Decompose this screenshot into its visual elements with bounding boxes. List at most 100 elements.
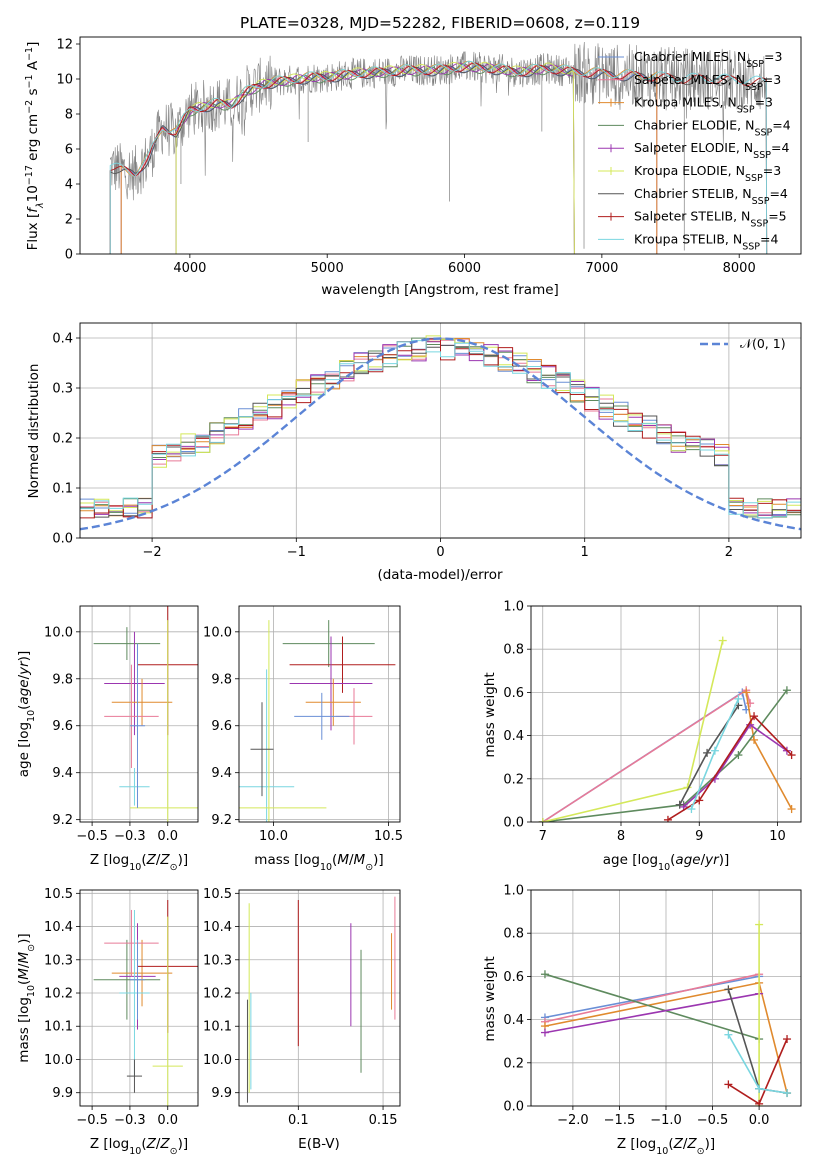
legend-label: Salpeter STELIB, NSSP=5 — [634, 209, 787, 230]
y-tick-label: 2 — [65, 213, 73, 228]
weight-series-7 — [667, 714, 793, 821]
x-tick-label: −0.5 — [76, 829, 108, 844]
spectrum-ylabel: Flux [fλ10−17 erg cm−2 s−1 A−1] — [24, 42, 46, 251]
y-tick-label: 0.4 — [503, 1013, 524, 1028]
y-tick-label: 10.2 — [203, 987, 232, 1002]
mass-age-xlabel: mass [log10(M/M⊙)] — [254, 852, 383, 873]
gaussian-curve — [80, 337, 801, 531]
y-tick-label: 9.9 — [52, 1086, 73, 1101]
axes-frame — [530, 889, 802, 1107]
y-tick-label: 0.2 — [503, 1056, 524, 1071]
y-tick-label: 10.3 — [203, 953, 232, 968]
Z-age-ylabel: age [log10(age/yr)] — [16, 651, 37, 777]
model-series-6 — [109, 64, 768, 254]
residuals-axes: −2 −1 0 1 2 0.0 0.1 0.2 0.3 0.4 — [52, 322, 802, 560]
y-tick-label: 10 — [56, 73, 73, 88]
x-tick-label: 8000 — [723, 261, 756, 276]
Z-mass-xlabel: Z [log10(Z/Z⊙)] — [90, 1136, 188, 1157]
weight-series-4 — [544, 992, 760, 1034]
x-tick-label: 9 — [695, 829, 703, 844]
Z-age-plot — [93, 606, 198, 822]
model-series-7 — [109, 62, 768, 254]
x-tick-label: 7 — [539, 829, 547, 844]
y-tick-label: 4 — [65, 178, 73, 193]
Z-age-xlabel: Z [log10(Z/Z⊙)] — [90, 852, 188, 873]
y-tick-label: 0.6 — [503, 686, 524, 701]
x-tick-label: −2.0 — [557, 1113, 589, 1128]
y-tick-label: 10.1 — [44, 1020, 73, 1035]
y-tick-label: 0.4 — [503, 729, 524, 744]
model-series-8 — [109, 60, 768, 254]
Z-weight-axes: −2.0 −1.5 −1.0 −0.5 0.0 0.0 0.2 0.4 0.6 0.8 1.0 — [503, 884, 802, 1128]
y-tick-label: 9.8 — [211, 672, 232, 687]
y-tick-label: 10.1 — [203, 1020, 232, 1035]
axes-frame — [79, 889, 199, 1107]
hist-series-8 — [80, 340, 801, 519]
y-tick-label: 0.1 — [52, 482, 73, 497]
x-tick-label: 0.0 — [749, 1113, 770, 1128]
weight-series-0 — [544, 975, 760, 1019]
weight-series-3 — [542, 689, 788, 822]
x-tick-label: 6000 — [448, 261, 481, 276]
y-tick-label: 9.9 — [211, 1086, 232, 1101]
y-tick-label: 0 — [65, 248, 73, 263]
x-tick-label: −0.3 — [114, 1113, 146, 1128]
y-tick-label: 9.4 — [211, 766, 232, 781]
y-tick-label: 9.2 — [52, 813, 73, 828]
age-weight-xlabel: age [log10(age/yr)] — [603, 852, 729, 873]
EBV-mass-axes: 0.1 0.15 9.9 10.0 10.1 10.2 10.3 10.4 10.5 — [203, 887, 401, 1128]
Z-mass-axes: −0.5 −0.3 0.0 9.9 10.0 10.1 10.2 10.3 10.4 10.5 — [44, 887, 199, 1128]
y-tick-label: 10.0 — [203, 1053, 232, 1068]
y-tick-label: 9.6 — [211, 719, 232, 734]
model-series-5 — [175, 61, 575, 254]
x-tick-label: 10.5 — [374, 829, 403, 844]
mass-age-axes: 10.0 10.5 9.2 9.4 9.6 9.8 10.0 — [203, 605, 403, 844]
axes-frame — [79, 322, 802, 539]
y-tick-label: 0.0 — [503, 1100, 524, 1115]
legend-label: Kroupa STELIB, NSSP=4 — [634, 231, 778, 252]
legend-label: Chabrier ELODIE, NSSP=4 — [634, 117, 791, 138]
x-tick-label: 0.0 — [157, 829, 178, 844]
age-weight-plot — [538, 636, 796, 822]
y-tick-label: 0.8 — [503, 643, 524, 658]
x-tick-label: 5000 — [311, 261, 344, 276]
legend-label: Salpeter ELODIE, NSSP=4 — [634, 140, 789, 161]
model-series-4 — [175, 62, 575, 254]
x-tick-label: 0 — [436, 545, 444, 560]
y-tick-label: 1.0 — [503, 884, 524, 899]
legend-label: 𝒩(0, 1) — [740, 336, 786, 351]
axes-frame — [79, 605, 199, 823]
x-tick-label: 0.0 — [157, 1113, 178, 1128]
legend-label: Salpeter MILES, NSSP=3 — [634, 72, 781, 93]
Z-mass-ylabel: mass [log10(M/M⊙)] — [16, 933, 37, 1062]
x-tick-label: −1.5 — [604, 1113, 636, 1128]
x-tick-label: −0.5 — [697, 1113, 729, 1128]
y-tick-label: 0.2 — [503, 772, 524, 787]
x-tick-label: −0.3 — [114, 829, 146, 844]
x-tick-label: 7000 — [585, 261, 618, 276]
y-tick-label: 10.3 — [44, 953, 73, 968]
legend-label: Chabrier MILES, NSSP=3 — [634, 49, 782, 70]
weight-series-1 — [542, 688, 751, 822]
spectrum-axes: 4000 5000 6000 7000 8000 0 2 4 6 8 10 12 — [56, 36, 802, 276]
axes-frame — [238, 605, 401, 823]
Z-weight-xlabel: Z [log10(Z/Z⊙)] — [617, 1136, 715, 1157]
y-tick-label: 10.5 — [203, 887, 232, 902]
legend-label: Kroupa ELODIE, NSSP=3 — [634, 163, 781, 184]
weight-series-6 — [727, 989, 788, 1094]
x-tick-label: −2 — [143, 545, 162, 560]
EBV-mass-plot — [246, 896, 396, 1103]
axes-frame — [79, 36, 802, 255]
axes-frame — [238, 889, 401, 1107]
spectrum-plot — [109, 41, 768, 254]
y-tick-label: 0.6 — [503, 970, 524, 985]
y-tick-label: 10.5 — [44, 887, 73, 902]
weight-series-1 — [544, 973, 760, 1023]
x-tick-label: 8 — [617, 829, 625, 844]
y-tick-label: 6 — [65, 143, 73, 158]
x-tick-label: 1 — [581, 545, 589, 560]
x-tick-label: 2 — [725, 545, 733, 560]
y-tick-label: 10.2 — [44, 987, 73, 1002]
y-tick-label: 0.2 — [52, 432, 73, 447]
